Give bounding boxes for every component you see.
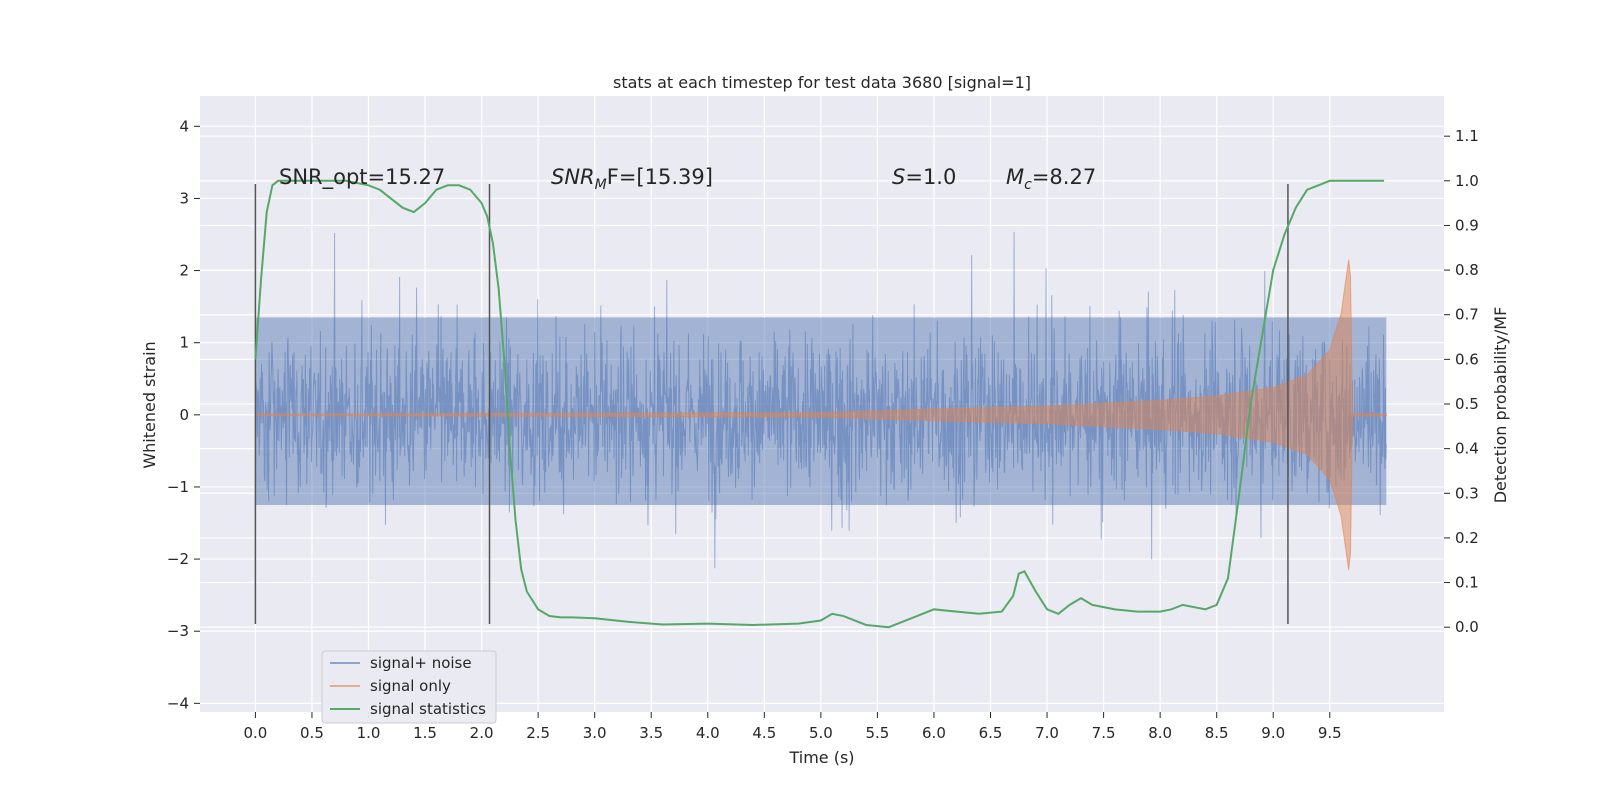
y-left-tick-label-2: 2 bbox=[179, 262, 189, 280]
y-right-tick-label-7: 0.4 bbox=[1455, 440, 1479, 458]
x-tick-label-3: 1.5 bbox=[413, 724, 437, 742]
annotation-mc-rest: =8.27 bbox=[1032, 165, 1096, 189]
x-tick-label-12: 6.0 bbox=[922, 724, 946, 742]
legend-label-signal-noise: signal+ noise bbox=[370, 654, 472, 672]
x-tick-label-18: 9.0 bbox=[1261, 724, 1285, 742]
x-tick-label-17: 8.5 bbox=[1205, 724, 1229, 742]
x-tick-label-10: 5.0 bbox=[809, 724, 833, 742]
x-tick-label-16: 8.0 bbox=[1148, 724, 1172, 742]
x-tick-label-2: 1.0 bbox=[357, 724, 381, 742]
y-left-tick-label-7: −3 bbox=[167, 622, 189, 640]
y-left-tick-label-8: −4 bbox=[167, 694, 189, 712]
x-tick-label-11: 5.5 bbox=[865, 724, 889, 742]
signal-statistics-line bbox=[254, 179, 1385, 629]
annotation-snr-mf-sub: M bbox=[595, 177, 607, 193]
x-axis-title: Time (s) bbox=[788, 748, 854, 767]
x-tick-label-0: 0.0 bbox=[243, 724, 267, 742]
annotation-s-main: S bbox=[892, 165, 905, 189]
x-tick-label-5: 2.5 bbox=[526, 724, 550, 742]
chart-title: stats at each timestep for test data 368… bbox=[613, 73, 1031, 92]
annotation-snr-mf: SNRMF=[15.39] bbox=[551, 165, 713, 193]
annotation-s: S=1.0 bbox=[892, 165, 956, 189]
y-right-tick-label-0: 1.1 bbox=[1455, 127, 1479, 145]
series-signal-statistics bbox=[254, 179, 1385, 629]
y-left-tick-label-0: 4 bbox=[179, 117, 189, 135]
x-axis: 0.0 0.5 1.0 1.5 2.0 2.5 3.0 3.5 4.0 4.5 5.0 5.5 6.0 6… bbox=[243, 712, 1342, 742]
y-right-axis-title: Detection probability/MF bbox=[1491, 307, 1510, 504]
annotation-snr-mf-rest: F=[15.39] bbox=[607, 165, 713, 189]
y-right-tick-label-9: 0.2 bbox=[1455, 529, 1479, 547]
legend-box bbox=[321, 650, 497, 724]
y-right-tick-label-4: 0.7 bbox=[1455, 306, 1479, 324]
y-right-tick-label-11: 0.0 bbox=[1455, 618, 1479, 636]
annotation-mc: Mc=8.27 bbox=[1006, 165, 1096, 193]
x-tick-label-13: 6.5 bbox=[979, 724, 1003, 742]
vertical-markers bbox=[254, 184, 1289, 624]
x-tick-label-14: 7.0 bbox=[1035, 724, 1059, 742]
legend: signal+ noise signal only signal statist… bbox=[321, 650, 497, 724]
annotation-snr-opt: SNR_opt=15.27 bbox=[279, 165, 445, 190]
y-left-tick-label-5: −1 bbox=[167, 478, 189, 496]
y-left-axis: 4 3 2 1 0 −1 −2 −3 −4 bbox=[167, 117, 200, 712]
x-tick-label-19: 9.5 bbox=[1318, 724, 1342, 742]
annotation-mc-main: M bbox=[1006, 165, 1024, 189]
x-tick-label-6: 3.0 bbox=[583, 724, 607, 742]
legend-label-signal-only: signal only bbox=[370, 677, 451, 695]
y-left-axis-title: Whitened strain bbox=[140, 341, 159, 468]
annotation-mc-sub: c bbox=[1024, 177, 1032, 193]
y-right-tick-label-6: 0.5 bbox=[1455, 395, 1479, 413]
y-right-tick-label-8: 0.3 bbox=[1455, 484, 1479, 502]
y-right-tick-label-10: 0.1 bbox=[1455, 574, 1479, 592]
y-left-tick-label-6: −2 bbox=[167, 550, 189, 568]
annotation-snr-mf-main: SNR bbox=[551, 165, 595, 189]
y-right-tick-label-1: 1.0 bbox=[1455, 172, 1479, 190]
x-tick-label-15: 7.5 bbox=[1092, 724, 1116, 742]
y-left-tick-label-4: 0 bbox=[179, 406, 189, 424]
x-tick-label-1: 0.5 bbox=[300, 724, 324, 742]
y-left-tick-label-1: 3 bbox=[179, 189, 189, 207]
signal-only-envelope bbox=[254, 259, 1387, 570]
annotation-s-rest: =1.0 bbox=[905, 165, 956, 189]
x-tick-label-7: 3.5 bbox=[639, 724, 663, 742]
y-left-tick-label-3: 1 bbox=[179, 334, 189, 352]
y-right-tick-label-2: 0.9 bbox=[1455, 216, 1479, 234]
legend-label-signal-statistics: signal statistics bbox=[370, 700, 486, 718]
x-tick-label-8: 4.0 bbox=[696, 724, 720, 742]
x-tick-label-4: 2.0 bbox=[470, 724, 494, 742]
x-tick-label-9: 4.5 bbox=[752, 724, 776, 742]
y-right-tick-label-3: 0.8 bbox=[1455, 261, 1479, 279]
series-signal-only bbox=[254, 259, 1387, 570]
y-right-tick-label-5: 0.6 bbox=[1455, 350, 1479, 368]
y-right-axis: 1.1 1.0 0.9 0.8 0.7 0.6 0.5 0.4 0.3 0.2 0.1 0.0 bbox=[1444, 127, 1479, 636]
